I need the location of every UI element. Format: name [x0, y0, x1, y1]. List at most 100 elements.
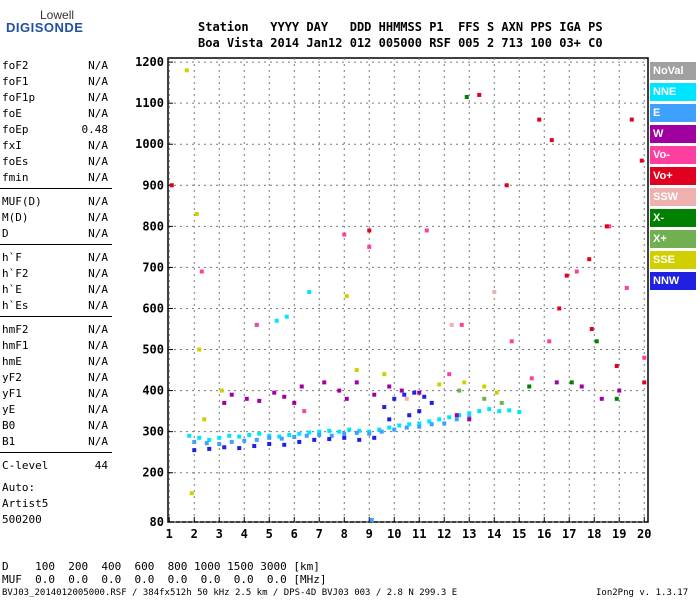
data-point	[574, 269, 579, 274]
data-point	[354, 368, 359, 373]
data-point	[267, 435, 272, 440]
data-point	[337, 429, 342, 434]
data-point	[322, 380, 327, 385]
data-point	[569, 380, 574, 385]
param-value: N/A	[88, 403, 108, 416]
y-tick-label: 1200	[135, 55, 164, 69]
data-point	[392, 396, 397, 401]
data-point	[244, 396, 249, 401]
data-point	[482, 384, 487, 389]
data-point	[342, 431, 347, 436]
data-point	[207, 446, 212, 451]
data-point	[357, 428, 362, 433]
data-point	[457, 388, 462, 393]
y-tick-label: 1000	[135, 137, 164, 151]
footer-version: Ion2Png v. 1.3.17	[596, 588, 689, 598]
data-point	[337, 388, 342, 393]
legend-item: X-	[650, 209, 696, 227]
data-point	[354, 430, 359, 435]
param-label: fxI	[2, 139, 22, 152]
data-point	[587, 257, 592, 262]
param-value: N/A	[88, 387, 108, 400]
data-point	[467, 411, 472, 416]
data-point	[642, 355, 647, 360]
data-point	[424, 228, 429, 233]
data-point	[237, 434, 242, 439]
x-tick-label: 8	[341, 527, 348, 541]
data-point	[367, 429, 372, 434]
param-label: foEs	[2, 155, 29, 168]
param-value: N/A	[88, 267, 108, 280]
param-label: MUF(D)	[2, 195, 42, 208]
data-point	[377, 427, 382, 432]
param-separator	[0, 188, 112, 189]
data-point	[457, 413, 462, 418]
param-label: foF1p	[2, 91, 36, 104]
x-tick-label: 13	[462, 527, 476, 541]
data-point	[387, 425, 392, 430]
param-label: foF1	[2, 75, 29, 88]
data-point	[284, 314, 289, 319]
data-point	[517, 409, 522, 414]
legend-item: SSW	[650, 188, 696, 206]
x-tick-label: 2	[191, 527, 198, 541]
data-point	[257, 431, 262, 436]
legend-item: Vo-	[650, 146, 696, 164]
x-tick-label: 18	[587, 527, 601, 541]
data-point	[204, 441, 209, 446]
auto-artist: Artist5	[2, 497, 49, 510]
y-tick-label: 800	[142, 219, 164, 233]
x-tick-label: 19	[612, 527, 626, 541]
footer-d-row: D 100 200 400 600 800 1000 1500 3000 [km…	[2, 560, 320, 573]
data-point	[254, 322, 259, 327]
param-value: N/A	[88, 75, 108, 88]
data-point	[579, 384, 584, 389]
data-point	[282, 394, 287, 399]
data-point	[387, 384, 392, 389]
data-point	[417, 424, 422, 429]
param-value: N/A	[88, 91, 108, 104]
data-point	[367, 228, 372, 233]
data-point	[504, 183, 509, 188]
param-label: C-level	[2, 459, 49, 472]
x-tick-label: 5	[266, 527, 273, 541]
footer-muf-row: MUF 0.0 0.0 0.0 0.0 0.0 0.0 0.0 0.0 [MHz…	[2, 573, 327, 586]
data-point	[639, 158, 644, 163]
param-label: fmin	[2, 171, 29, 184]
legend-item: NoVal	[650, 62, 696, 80]
data-point	[477, 92, 482, 97]
data-point	[557, 306, 562, 311]
data-point	[412, 390, 417, 395]
data-point	[437, 382, 442, 387]
footer-file-info: BVJ03_2014012005000.RSF / 384fx512h 50 k…	[2, 588, 458, 598]
auto-label: Auto:	[2, 481, 36, 494]
data-point	[614, 363, 619, 368]
data-point	[342, 232, 347, 237]
data-point	[272, 390, 277, 395]
data-point	[607, 224, 612, 229]
legend-item: X+	[650, 230, 696, 248]
data-point	[447, 372, 452, 377]
data-point	[547, 339, 552, 344]
data-point	[202, 417, 207, 422]
data-point	[329, 433, 334, 438]
legend-item: NNW	[650, 272, 696, 290]
data-point	[229, 392, 234, 397]
y-tick-label: 500	[142, 343, 164, 357]
data-point	[342, 435, 347, 440]
data-point	[192, 439, 197, 444]
data-point	[392, 427, 397, 432]
y-tick-label: 200	[142, 466, 164, 480]
data-point	[267, 441, 272, 446]
data-point	[487, 407, 492, 412]
data-point	[624, 285, 629, 290]
data-point	[299, 384, 304, 389]
x-tick-label: 12	[437, 527, 451, 541]
param-value: N/A	[88, 171, 108, 184]
data-point	[187, 433, 192, 438]
data-point	[407, 422, 412, 427]
data-point	[254, 437, 259, 442]
param-label: h`E	[2, 283, 22, 296]
data-point	[197, 347, 202, 352]
